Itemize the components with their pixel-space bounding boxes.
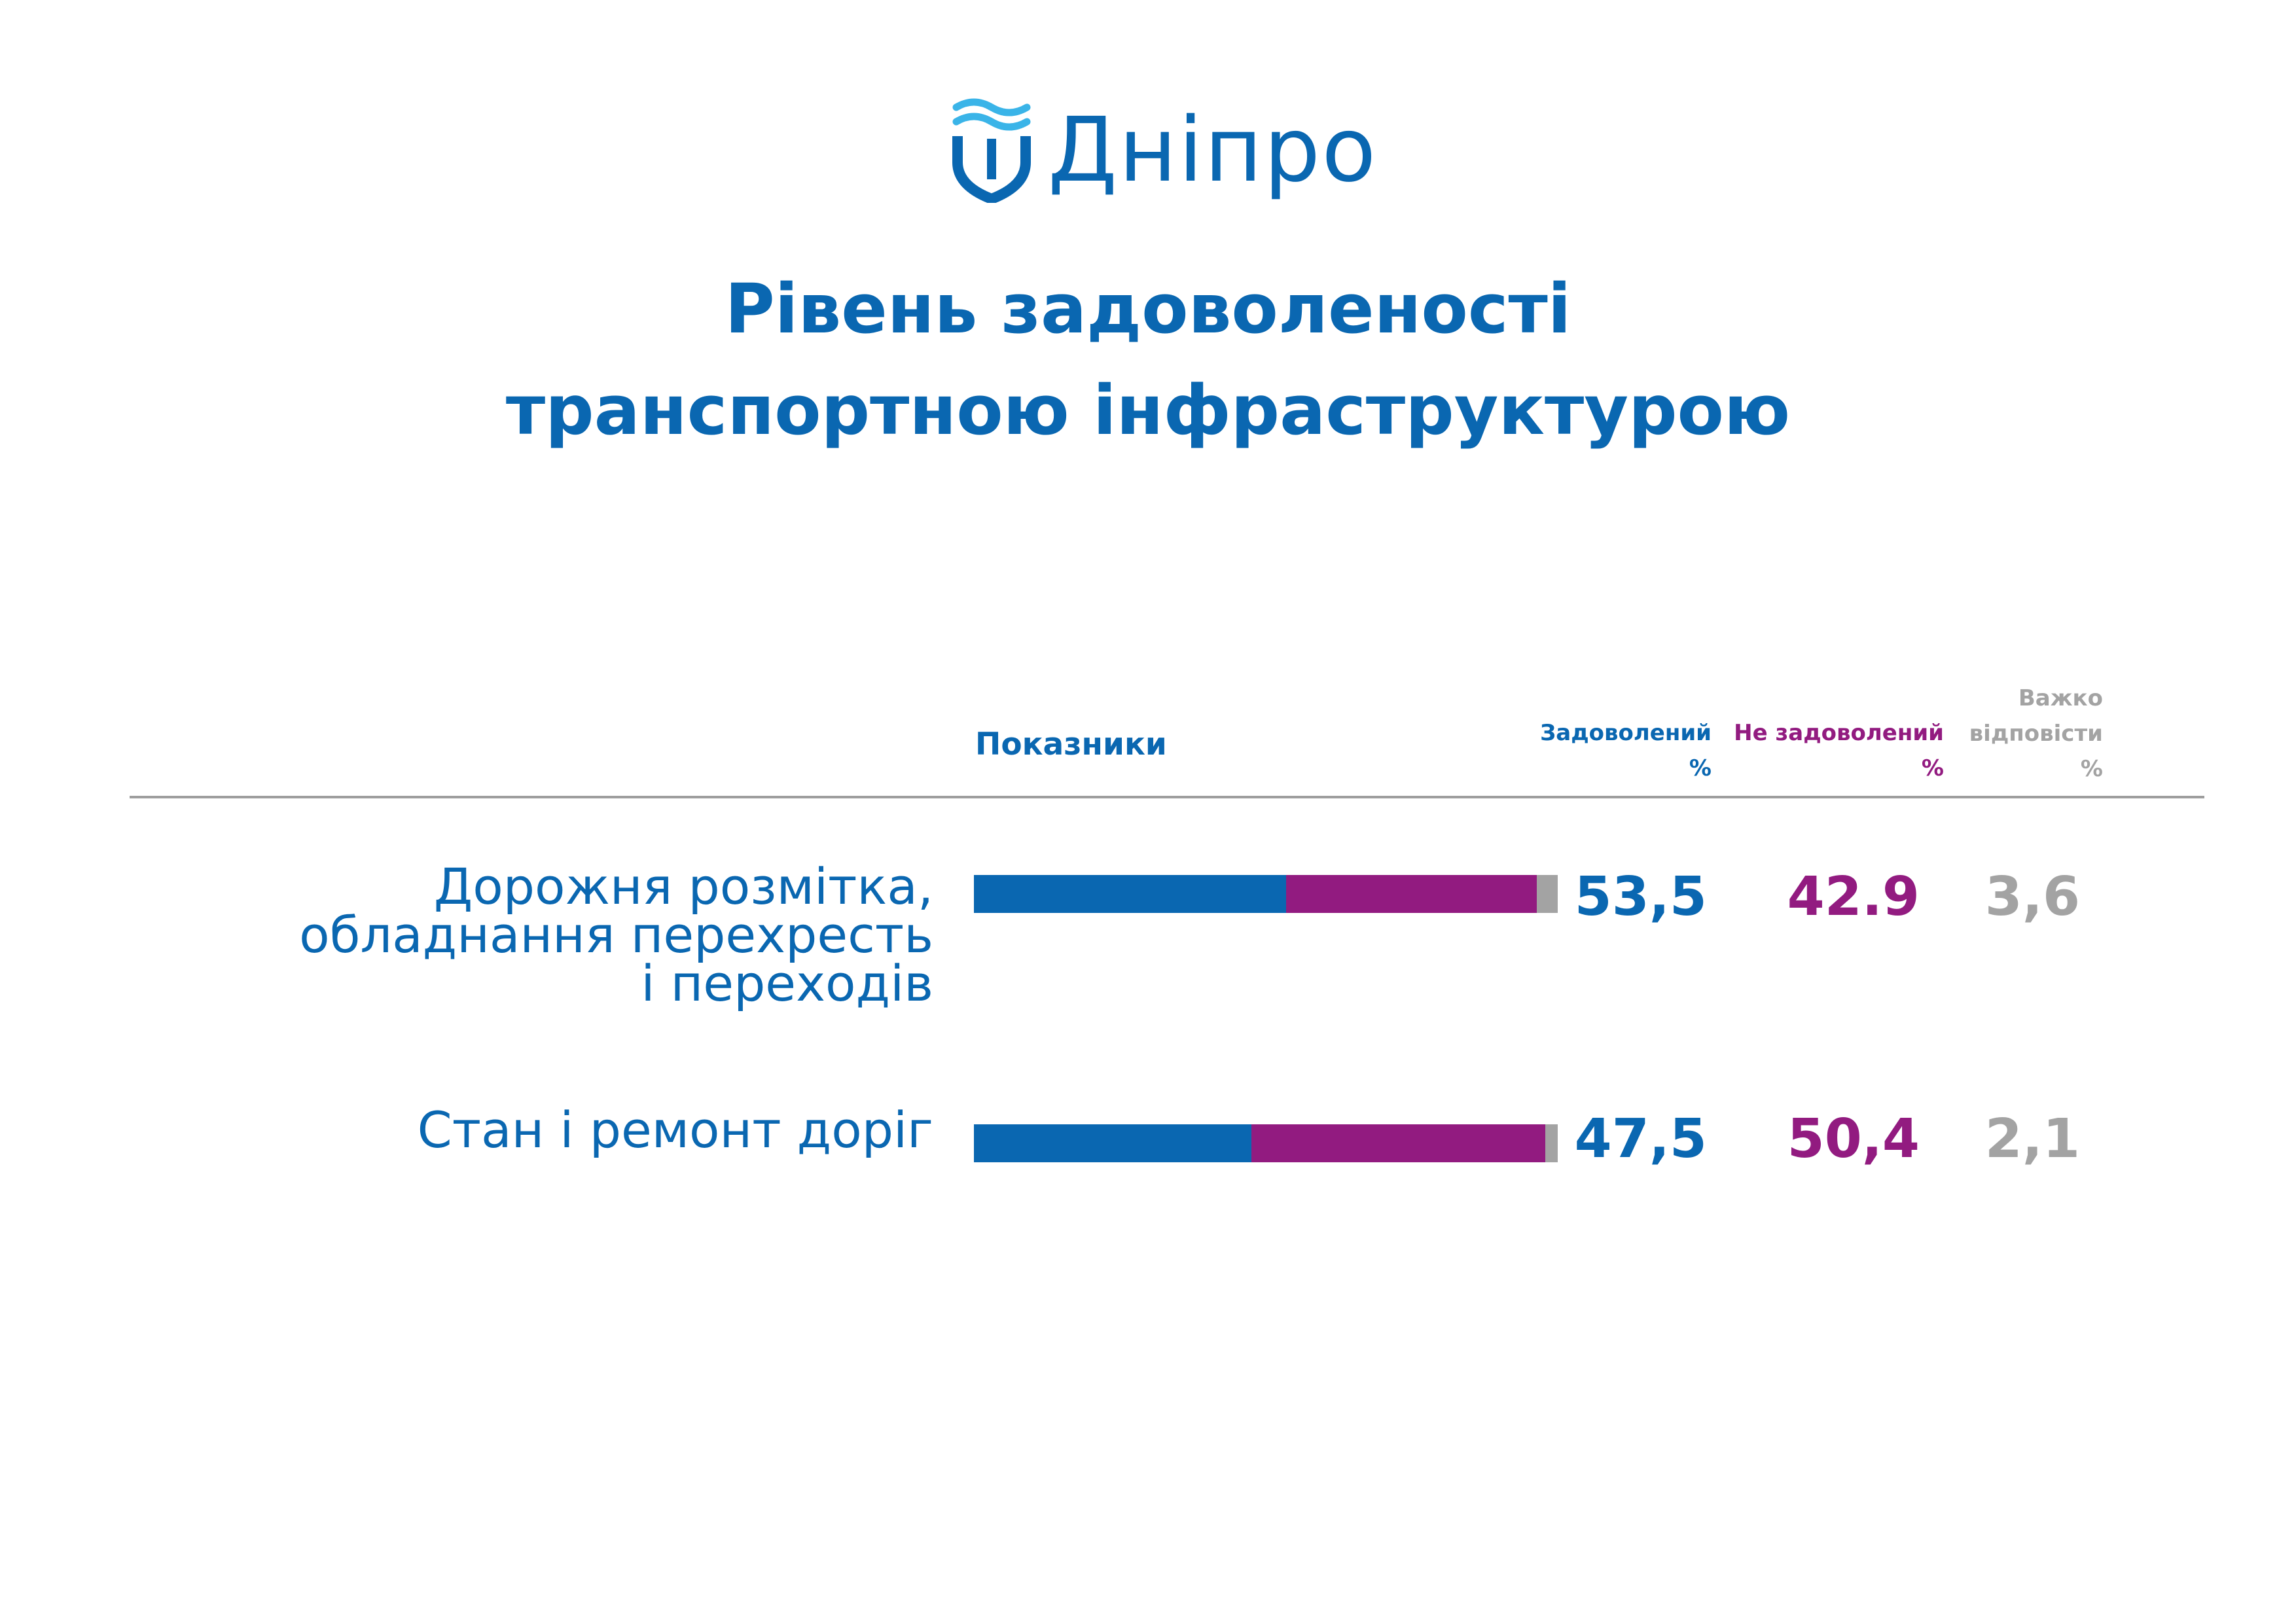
satisfied-header-unit: %: [1689, 755, 1712, 781]
category-label-line: Стан і ремонт доріг: [417, 1101, 933, 1159]
bar-segment-not-satisfied: [1251, 1124, 1546, 1162]
bar-segment-satisfied: [974, 875, 1287, 913]
hard-to-answer-header-unit: %: [2080, 756, 2103, 782]
dnipro-shield-wave-icon: [952, 98, 1031, 203]
logo-text: Дніпро: [1048, 99, 1378, 202]
bar-segment-hard-to-answer: [1545, 1124, 1558, 1162]
category-label: Дорожня розмітка, обладнання перехресть і …: [82, 857, 933, 1012]
indicators-header: Показники: [975, 726, 1167, 762]
not-satisfied-header-unit: %: [1921, 755, 1944, 781]
value-label-not-satisfied: 50,4: [1787, 1108, 1920, 1170]
bar-segment-hard-to-answer: [1536, 875, 1558, 913]
hard-to-answer-header-label-2: відповісти: [1969, 721, 2103, 747]
stacked-bar: [974, 1124, 1558, 1162]
chart-title-line-1: Рівень задоволеності: [725, 269, 1571, 349]
not-satisfied-header-label: Не задоволений: [1734, 720, 1944, 746]
bar-segment-satisfied: [974, 1124, 1251, 1162]
stacked-bar: [974, 875, 1558, 913]
hard-to-answer-header-label-1: Важко: [2018, 685, 2103, 711]
category-label: Стан і ремонт доріг: [82, 1101, 933, 1159]
chart-title-line-2: транспортною інфраструктурою: [505, 370, 1791, 450]
logo: Дніпро: [952, 98, 1377, 203]
hard-to-answer-column-header: Важко відповісти %: [1969, 681, 2103, 787]
category-label-line: і переходів: [641, 954, 933, 1012]
satisfied-column-header: Задоволений %: [1540, 715, 1712, 786]
value-label-hard-to-answer: 2,1: [1984, 1108, 2080, 1170]
category-label-line: обладнання перехресть: [299, 906, 933, 964]
bar-segment-not-satisfied: [1286, 875, 1537, 913]
satisfied-header-label: Задоволений: [1540, 720, 1712, 746]
value-label-satisfied: 53,5: [1574, 866, 1707, 928]
value-label-not-satisfied: 42.9: [1787, 866, 1920, 928]
not-satisfied-column-header: Не задоволений %: [1734, 715, 1944, 786]
header-divider: [130, 796, 2204, 798]
category-label-line: Дорожня розмітка,: [433, 857, 933, 916]
value-label-hard-to-answer: 3,6: [1984, 866, 2080, 928]
value-label-satisfied: 47,5: [1574, 1108, 1707, 1170]
